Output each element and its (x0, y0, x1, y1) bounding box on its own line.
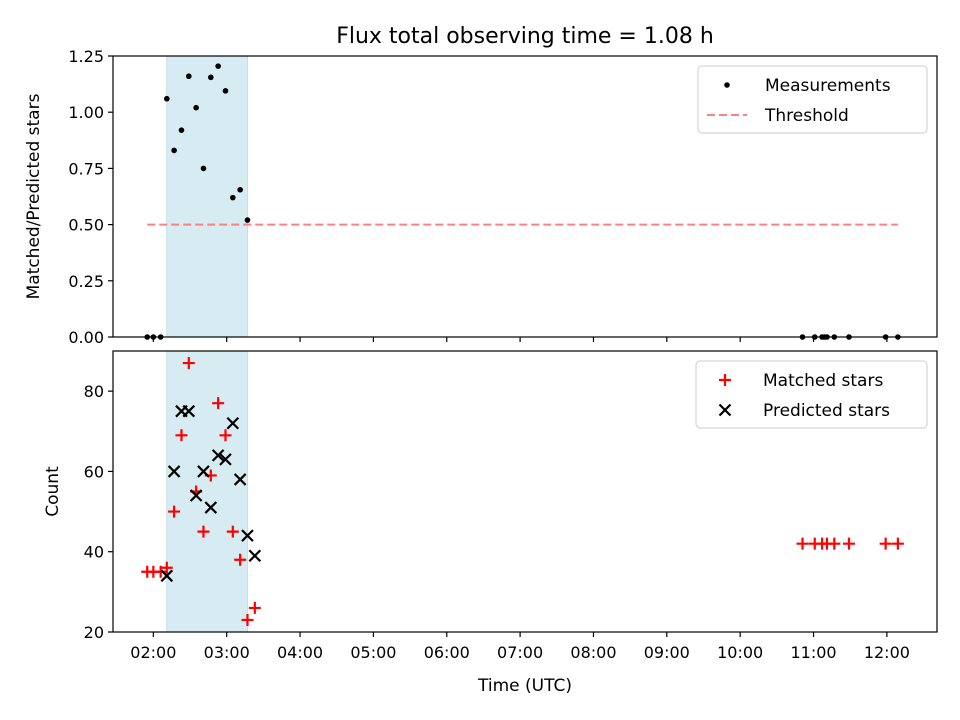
measurement-point (171, 147, 177, 154)
matched-star-point (154, 565, 167, 578)
predicted-star-point (197, 465, 210, 478)
bottom-y-axis-label: Count (43, 466, 63, 517)
bottom-observing-window-shade (166, 350, 248, 633)
y-tick-label: 0.50 (68, 216, 104, 235)
x-tick-label: 03:00 (204, 643, 250, 662)
x-tick-label: 07:00 (497, 643, 543, 662)
bottom-axes-frame (112, 350, 938, 633)
bottom-x-axis: 02:00 03:00 04:00 05:00 06:00 07:00 08:00 09:00… (130, 632, 910, 662)
legend-box (695, 360, 928, 429)
top-observing-window-shade (166, 55, 248, 338)
legend-label: Matched stars (763, 371, 883, 391)
x-tick-label: 05:00 (350, 643, 396, 662)
y-tick-label: 1.25 (68, 47, 104, 66)
measurement-point (185, 73, 192, 80)
x-tick-label: 11:00 (790, 643, 836, 662)
measurement-point (208, 74, 214, 81)
matched-star-point (219, 429, 232, 442)
matched-star-point (234, 553, 247, 566)
predicted-star-point (248, 549, 262, 563)
legend-dot-swatch (724, 82, 730, 88)
y-tick-label: 80 (84, 382, 104, 401)
legend-box (697, 65, 928, 134)
measurement-point (244, 217, 251, 223)
top-legend: Measurements Threshold (697, 65, 928, 134)
top-y-axis: 0.00 0.25 0.50 0.75 1.00 1.25 (68, 47, 113, 347)
legend-label: Measurements (765, 76, 891, 96)
predicted-star-point (182, 404, 196, 418)
measurement-point (215, 63, 221, 69)
predicted-star-point (219, 453, 232, 466)
x-axis-label: Time (UTC) (477, 676, 572, 696)
predicted-star-point (226, 416, 240, 430)
x-tick-label: 12:00 (864, 643, 910, 662)
y-tick-label: 60 (84, 462, 104, 481)
predicted-star-point (160, 569, 174, 583)
predicted-star-point (204, 501, 218, 514)
measurement-point (163, 95, 170, 102)
predicted-star-point (211, 449, 225, 462)
legend-label: Predicted stars (763, 401, 890, 421)
bottom-legend: Matched stars Predicted stars (695, 360, 928, 429)
predicted-star-point (167, 465, 181, 478)
top-axes-frame (112, 55, 938, 338)
matched-star-point (241, 613, 254, 626)
measurement-point (237, 186, 243, 193)
x-tick-label: 08:00 (570, 643, 616, 662)
predicted-star-point (241, 529, 254, 542)
matched-star-point (828, 537, 841, 550)
figure-title: Flux total observing time = 1.08 h (336, 24, 714, 49)
matched-star-point (197, 525, 210, 538)
y-tick-label: 1.00 (68, 103, 104, 122)
legend-label: Threshold (764, 106, 849, 126)
predicted-star-point (233, 473, 247, 486)
measurement-point (178, 127, 185, 133)
x-tick-label: 09:00 (644, 643, 690, 662)
matched-star-point (182, 357, 195, 370)
legend-plus-swatch (719, 374, 731, 386)
legend-x-swatch (718, 403, 732, 417)
matched-star-point (226, 525, 239, 538)
y-tick-label: 0.00 (68, 328, 104, 347)
bottom-y-axis: 20 40 60 80 (84, 382, 113, 642)
measurement-point (222, 88, 229, 94)
matched-star-point (160, 561, 173, 574)
matched-star-point (168, 505, 181, 518)
count-series (141, 357, 904, 626)
x-tick-label: 10:00 (717, 643, 763, 662)
y-tick-label: 40 (84, 543, 104, 562)
ratio-panel: 0.00 0.25 0.50 0.75 1.00 1.25 Matched/Predict… (24, 47, 938, 347)
measurement-point (230, 194, 236, 201)
predicted-star-point (189, 489, 203, 502)
top-y-axis-label: Matched/Predicted stars (24, 93, 44, 299)
measurement-point (200, 165, 207, 172)
matched-star-point (879, 537, 892, 550)
x-tick-label: 04:00 (277, 643, 323, 662)
y-tick-label: 20 (84, 623, 104, 642)
matched-star-point (842, 537, 855, 550)
measurement-point (193, 104, 199, 111)
matched-star-point (248, 601, 261, 614)
x-tick-label: 02:00 (130, 643, 176, 662)
matched-star-point (175, 429, 188, 442)
top-x-ticks (152, 337, 888, 342)
x-tick-label: 06:00 (424, 643, 470, 662)
matched-star-point (212, 397, 225, 410)
y-tick-label: 0.75 (68, 159, 104, 178)
matched-star-point (796, 537, 809, 550)
y-tick-label: 0.25 (68, 272, 104, 291)
matched-star-point (891, 537, 904, 550)
